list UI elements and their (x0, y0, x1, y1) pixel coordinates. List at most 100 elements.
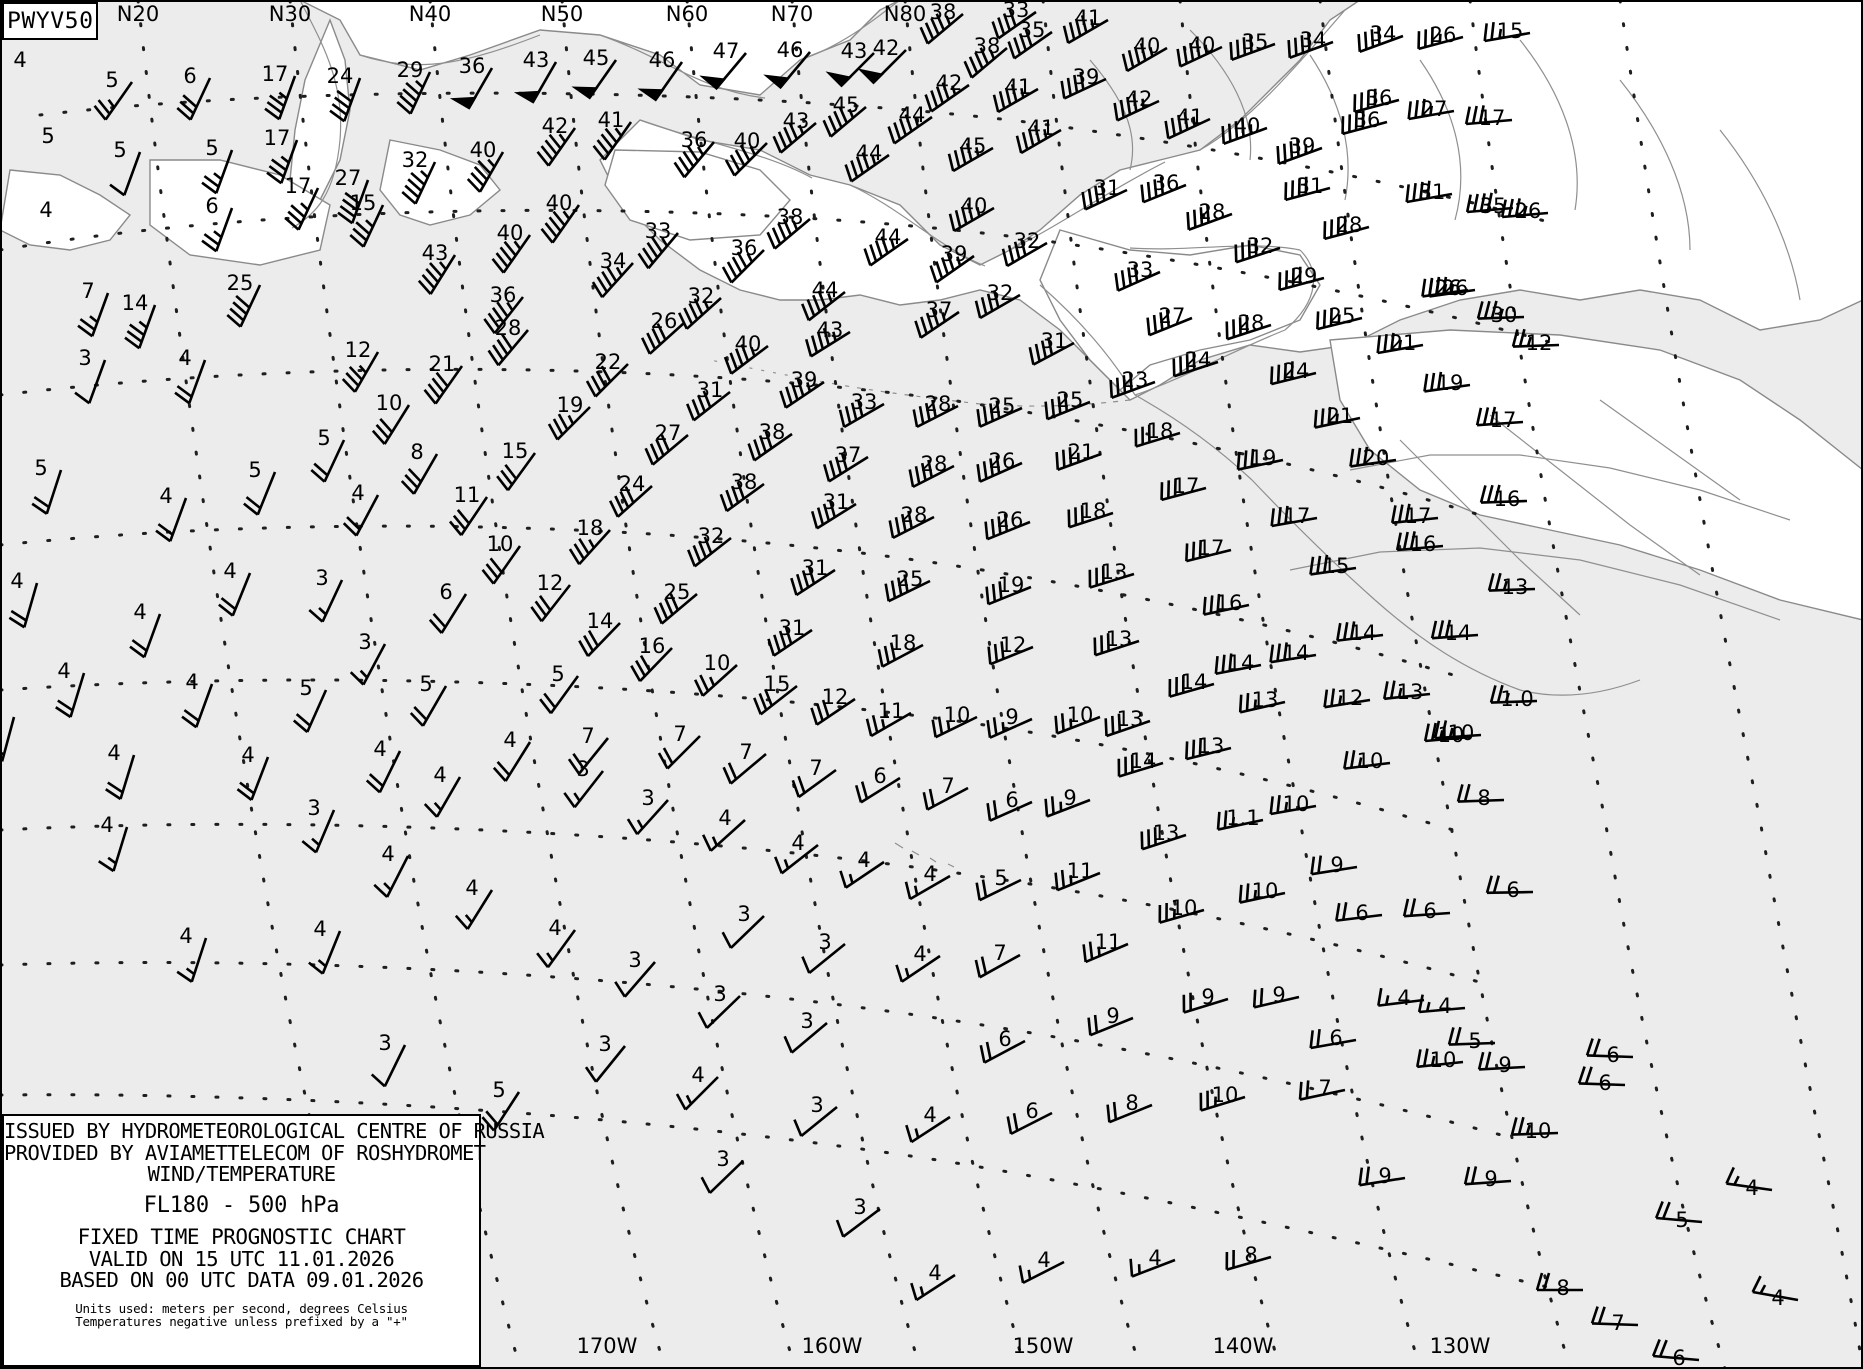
temperature-value: 44 (811, 278, 839, 302)
temperature-value: 42 (541, 114, 569, 138)
temperature-value: 4 (0, 703, 1, 727)
temperature-value: 4 (1148, 1246, 1162, 1270)
temperature-value: 4 (791, 831, 805, 855)
temperature-value: 33 (644, 219, 672, 243)
temperature-value: 32 (986, 281, 1014, 305)
temperature-value: 44 (898, 103, 926, 127)
temperature-value: 3 (800, 1009, 814, 1033)
temperature-value: 31 (801, 556, 829, 580)
temperature-value: 15 (349, 191, 377, 215)
temperature-value: 44 (874, 225, 902, 249)
temperature-value: 12 (536, 571, 564, 595)
temperature-value: 37 (834, 443, 862, 467)
latitude-label-0: N20 (116, 2, 160, 26)
temperature-value: 29 (396, 58, 424, 82)
temperature-value: 7 (739, 740, 753, 764)
temperature-value: 32 (697, 524, 725, 548)
temperature-value: 13 (1396, 680, 1424, 704)
temperature-value: 6 (1606, 1043, 1620, 1067)
temperature-value: 27 (334, 166, 362, 190)
temperature-value: 3 (78, 346, 92, 370)
temperature-value: 26 (1429, 23, 1457, 47)
temperature-value: 13 (1100, 560, 1128, 584)
temperature-value: 5 (113, 138, 127, 162)
temperature-value: 20 (1362, 446, 1390, 470)
temperature-value: 4 (1745, 1176, 1759, 1200)
temperature-value: 15 (1496, 19, 1524, 43)
temperature-value: 39 (790, 368, 818, 392)
temperature-value: 47 (712, 39, 740, 63)
temperature-value: 17 (1404, 504, 1432, 528)
temperature-value: 6 (873, 764, 887, 788)
temperature-value: 4 (923, 862, 937, 886)
temperature-value: 26 (996, 508, 1024, 532)
legend-issuer-line: ISSUED BY HYDROMETEOROLOGICAL CENTRE OF … (4, 1119, 545, 1143)
temperature-value: 33 (1002, 0, 1030, 22)
temperature-value: 9 (1005, 705, 1019, 729)
temperature-value: 25 (1328, 304, 1356, 328)
temperature-value: 31 (696, 378, 724, 402)
temperature-value: 25 (226, 271, 254, 295)
temperature-value: 9 (1201, 985, 1215, 1009)
temperature-value: 6 (1329, 1026, 1343, 1050)
temperature-value: 3 (628, 948, 642, 972)
temperature-value: 8 (1477, 786, 1491, 810)
temperature-value: 28 (1198, 200, 1226, 224)
legend-box: ISSUED BY HYDROMETEOROLOGICAL CENTRE OF … (2, 1114, 545, 1367)
temperature-value: 7 (673, 722, 687, 746)
temperature-value: 3 (810, 1093, 824, 1117)
legend-charttype-line: FIXED TIME PROGNOSTIC CHART (77, 1225, 406, 1250)
temperature-value: 5 (317, 426, 331, 450)
temperature-value: 27 (1420, 97, 1448, 121)
temperature-value: 17 (1172, 474, 1200, 498)
temperature-value: 4 (39, 198, 53, 222)
legend-tempnote-line: Temperatures negative unless prefixed by… (75, 1314, 408, 1330)
temperature-value: 43 (522, 48, 550, 72)
temperature-value: 32 (401, 148, 429, 172)
temperature-value: 7 (941, 774, 955, 798)
temperature-value: 3 (576, 757, 590, 781)
temperature-value: 13 (1501, 575, 1529, 599)
temperature-value: 17 (261, 62, 289, 86)
legend-basedon-line: BASED ON 00 UTC DATA 09.01.2026 (59, 1268, 424, 1293)
temperature-value: 5 (1675, 1208, 1689, 1232)
temperature-value: 8 (410, 440, 424, 464)
temperature-value: 11 (877, 699, 905, 723)
temperature-value: 28 (920, 452, 948, 476)
temperature-value: 13 (1251, 688, 1279, 712)
temperature-value: 5 (248, 458, 262, 482)
temperature-value: 34 (1369, 22, 1397, 46)
temperature-value: 10 (1524, 1119, 1552, 1143)
temperature-value: 4 (857, 848, 871, 872)
temperature-value: 11 (453, 483, 481, 507)
temperature-value: 27 (654, 421, 682, 445)
temperature-value: 5 (34, 456, 48, 480)
temperature-value: 38 (973, 34, 1001, 58)
temperature-value: 14 (586, 609, 614, 633)
temperature-value: 31 (1418, 180, 1446, 204)
temperature-value: 33 (850, 390, 878, 414)
temperature-value: 25 (1056, 388, 1084, 412)
temperature-value: 13 (1152, 821, 1180, 845)
temperature-value: 13 (1197, 734, 1225, 758)
temperature-value: 4 (159, 484, 173, 508)
temperature-value: 8 (1244, 1243, 1258, 1267)
temperature-value: 3 (378, 1031, 392, 1055)
temperature-value: 4 (133, 600, 147, 624)
temperature-value: 4 (313, 917, 327, 941)
temperature-value: 6 (439, 580, 453, 604)
temperature-value: 4 (923, 1103, 937, 1127)
legend-validon-line: VALID ON 15 UTC 11.01.2026 (88, 1246, 395, 1271)
temperature-value: 45 (959, 134, 987, 158)
temperature-value: 4 (433, 763, 447, 787)
temperature-value: 19 (997, 573, 1025, 597)
temperature-value: 14 (1180, 670, 1208, 694)
temperature-value: 36 (1152, 171, 1180, 195)
temperature-value: 43 (782, 109, 810, 133)
temperature-value: 19 (1436, 371, 1464, 395)
temperature-value: 28 (494, 316, 522, 340)
temperature-value: 9 (1484, 1167, 1498, 1191)
temperature-value: 32 (1246, 234, 1274, 258)
temperature-value: 44 (855, 141, 883, 165)
